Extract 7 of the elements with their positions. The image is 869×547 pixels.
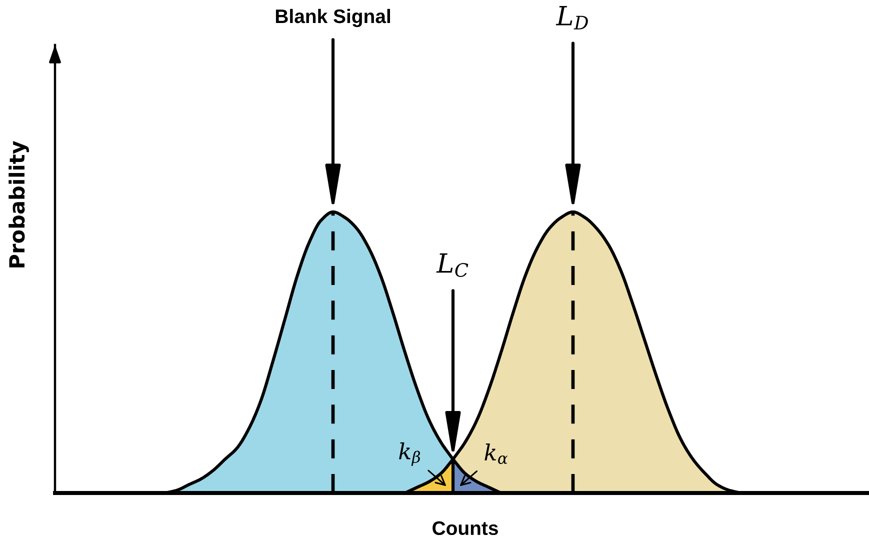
text: L$_{D}$ [556, 6, 588, 30]
y-axis-title: Probability [8, 140, 29, 268]
annotation: L$_{C}$ [436, 253, 468, 277]
series-label: k$_{α}$ [484, 443, 508, 464]
x-axis-title: Counts [432, 521, 498, 536]
series-label: k$_{β}$ [399, 442, 420, 466]
text: Blank Signal [276, 8, 390, 28]
